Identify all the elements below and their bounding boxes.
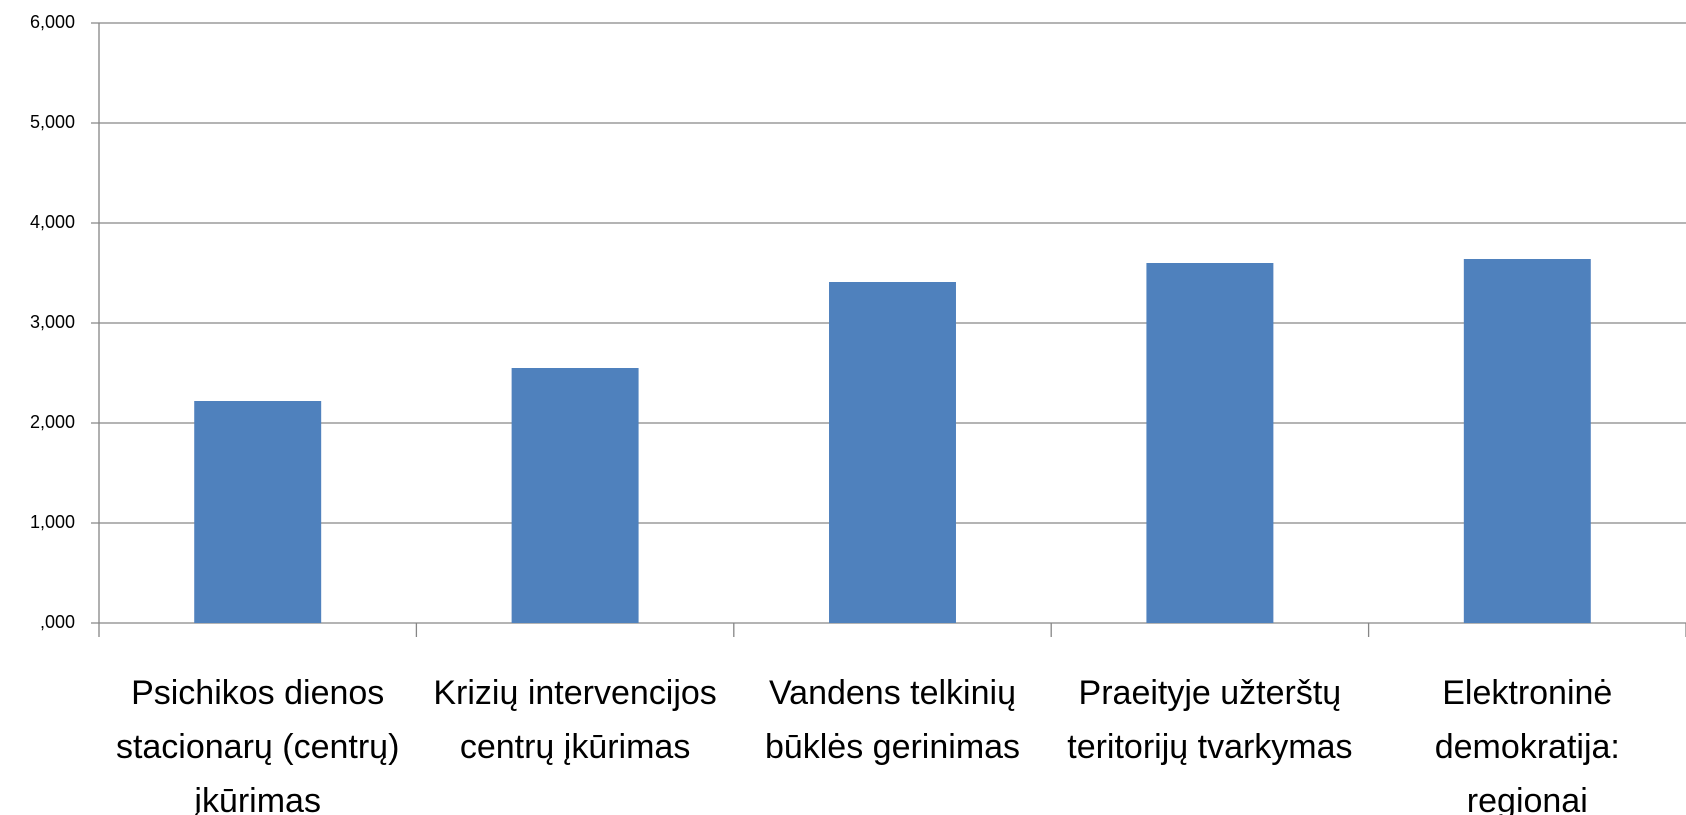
- x-tick-label: Psichikos dienos stacionarų (centrų) įkū…: [115, 674, 400, 815]
- x-tick-label: Vandens telkinių būklės gerinimas: [764, 674, 1021, 766]
- y-tick-label: 4,000: [30, 212, 75, 232]
- bar: [1463, 259, 1591, 623]
- bar: [1146, 263, 1274, 623]
- bar: [194, 401, 322, 623]
- y-tick-label: 6,000: [30, 12, 75, 32]
- y-tick-label: 2,000: [30, 412, 75, 432]
- bar: [829, 282, 956, 623]
- y-tick-label: 1,000: [30, 512, 75, 532]
- x-tick-label: Praeityje užterštų teritorijų tvarkymas: [1067, 674, 1353, 766]
- y-tick-label: 5,000: [30, 112, 75, 132]
- y-tick-label: 3,000: [30, 312, 75, 332]
- bar: [511, 368, 639, 623]
- y-tick-label: ,000: [40, 612, 75, 632]
- x-tick-label: Elektroninė demokratija: regionai: [1434, 674, 1620, 815]
- x-tick-label: Krizių intervencijos centrų įkūrimas: [433, 674, 717, 766]
